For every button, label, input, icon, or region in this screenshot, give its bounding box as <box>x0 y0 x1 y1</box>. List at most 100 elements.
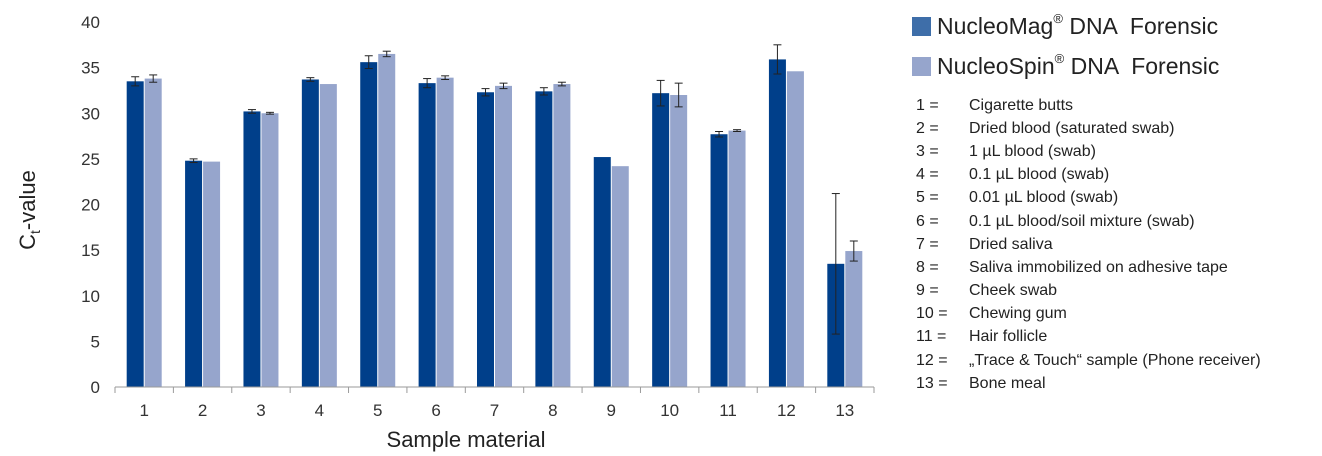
x-tick-label: 6 <box>431 401 440 420</box>
key-label: 1 µL blood (swab) <box>969 142 1096 160</box>
key-label: Dried saliva <box>969 235 1053 253</box>
legend-kit-nucleomag: DNA <box>1069 12 1118 39</box>
y-tick-label: 25 <box>81 150 100 169</box>
x-tick-label: 3 <box>256 401 265 420</box>
legend-item-nucleospin: NucleoSpin® DNA Forensic <box>912 46 1219 86</box>
legend-suffix-nucleospin: Forensic <box>1131 52 1220 79</box>
y-tick-label: 30 <box>81 104 100 123</box>
key-number: 2 = <box>916 119 939 137</box>
key-label: Bone meal <box>969 374 1046 392</box>
y-axis-title-subscript: t <box>27 230 43 234</box>
key-label: Saliva immobilized on adhesive tape <box>969 258 1228 276</box>
legend-swatch-nucleomag <box>912 16 931 36</box>
key-label: Cigarette butts <box>969 96 1074 114</box>
key-number: 10 = <box>916 305 948 323</box>
key-number: 3 = <box>916 142 939 160</box>
key-item: 2 = Dried blood (saturated swab) <box>916 117 1261 140</box>
x-tick-label: 7 <box>490 401 499 420</box>
y-tick-label: 20 <box>81 196 100 215</box>
x-tick-label: 13 <box>835 401 854 420</box>
legend-swatch-nucleospin <box>912 56 931 76</box>
x-tick-label: 12 <box>777 401 796 420</box>
registered-mark: ® <box>1054 50 1065 66</box>
x-tick-label: 11 <box>719 401 737 420</box>
x-tick-label: 8 <box>548 401 557 420</box>
key-label: Chewing gum <box>969 305 1067 323</box>
key-number: 5 = <box>916 189 939 207</box>
bar-series-1 <box>710 134 728 387</box>
bar-series-2 <box>495 85 512 387</box>
key-item: 12 = „Trace & Touch“ sample (Phone receiv… <box>916 349 1261 372</box>
bar-series-2 <box>203 161 221 387</box>
y-tick-label: 40 <box>81 13 100 32</box>
key-number: 1 = <box>916 96 939 114</box>
bar-series-1 <box>535 91 553 387</box>
bar-series-2 <box>553 84 571 388</box>
y-axis-title-main: C <box>15 234 40 250</box>
y-tick-label: 35 <box>81 59 100 78</box>
bar-series-1 <box>768 59 786 387</box>
x-tick-label: 2 <box>198 401 207 420</box>
legend-label-nucleospin: NucleoSpin® DNA Forensic <box>937 50 1220 80</box>
bar-series-2 <box>436 77 454 387</box>
y-tick-label: 10 <box>81 287 100 306</box>
key-item: 8 = Saliva immobilized on adhesive tape <box>916 256 1261 279</box>
bar-series-2 <box>144 78 162 387</box>
key-label: Dried blood (saturated swab) <box>969 119 1175 137</box>
key-number: 11 = <box>916 328 947 346</box>
sample-key-list: 1 = Cigarette butts 2 = Dried blood (satura… <box>916 94 1261 395</box>
bar-series-1 <box>360 62 378 388</box>
y-tick-label: 15 <box>81 241 100 260</box>
y-tick-label: 5 <box>91 332 100 351</box>
key-item: 9 = Cheek swab <box>916 280 1261 303</box>
y-tick-label: 0 <box>91 378 100 397</box>
bars-layer <box>126 53 863 388</box>
key-item: 4 = 0.1 µL blood (swab) <box>916 164 1261 187</box>
bar-series-2 <box>261 113 279 387</box>
bar-series-1 <box>243 111 261 388</box>
key-item: 6 = 0.1 µL blood/soil mixture (swab) <box>916 210 1261 233</box>
y-axis-title-rest: -value <box>15 170 40 230</box>
x-tick-label: 9 <box>607 401 616 420</box>
legend-product-nucleomag: NucleoMag <box>937 12 1054 39</box>
legend-label-nucleomag: NucleoMag® DNA Forensic <box>937 10 1219 40</box>
key-number: 12 = <box>916 351 948 369</box>
error-bars-layer <box>131 44 858 335</box>
key-item: 7 = Dried saliva <box>916 233 1261 256</box>
legend-suffix-nucleomag: Forensic <box>1129 12 1219 39</box>
bar-series-2 <box>319 84 337 388</box>
x-axis-title: Sample material <box>387 427 546 452</box>
x-tick-label: 1 <box>139 401 148 420</box>
key-item: 10 = Chewing gum <box>916 303 1261 326</box>
bar-series-2 <box>845 251 863 387</box>
key-label: Hair follicle <box>969 328 1048 346</box>
key-label: 0.1 µL blood/soil mixture (swab) <box>969 212 1195 230</box>
bar-series-2 <box>728 130 746 387</box>
bar-series-1 <box>593 157 611 387</box>
legend-kit-nucleospin: DNA <box>1070 52 1120 79</box>
key-item: 5 = 0.01 µL blood (swab) <box>916 187 1261 210</box>
bar-series-1 <box>418 83 436 387</box>
x-tick-label: 5 <box>373 401 382 420</box>
key-item: 3 = 1 µL blood (swab) <box>916 140 1261 163</box>
bar-series-2 <box>611 166 629 387</box>
x-tick-label: 10 <box>660 401 679 420</box>
registered-mark: ® <box>1053 10 1063 26</box>
key-number: 8 = <box>916 258 939 276</box>
bar-series-1 <box>477 92 494 387</box>
key-label: 0.1 µL blood (swab) <box>969 166 1110 184</box>
key-item: 1 = Cigarette butts <box>916 94 1261 117</box>
bar-series-2 <box>670 95 688 387</box>
bar-series-2 <box>378 53 396 387</box>
bar-series-2 <box>786 71 804 388</box>
key-label: „Trace & Touch“ sample (Phone receiver) <box>969 351 1261 369</box>
bar-series-1 <box>652 93 670 388</box>
key-item: 13 = Bone meal <box>916 372 1261 395</box>
legend-item-nucleomag: NucleoMag® DNA Forensic <box>912 6 1219 46</box>
y-axis-title: Ct-value <box>15 170 43 250</box>
bar-series-1 <box>301 79 319 388</box>
legend-product-nucleospin: NucleoSpin <box>937 52 1055 79</box>
y-axis-ticks: 0 5 10 15 20 25 30 35 40 <box>81 13 100 397</box>
key-number: 4 = <box>916 166 939 184</box>
